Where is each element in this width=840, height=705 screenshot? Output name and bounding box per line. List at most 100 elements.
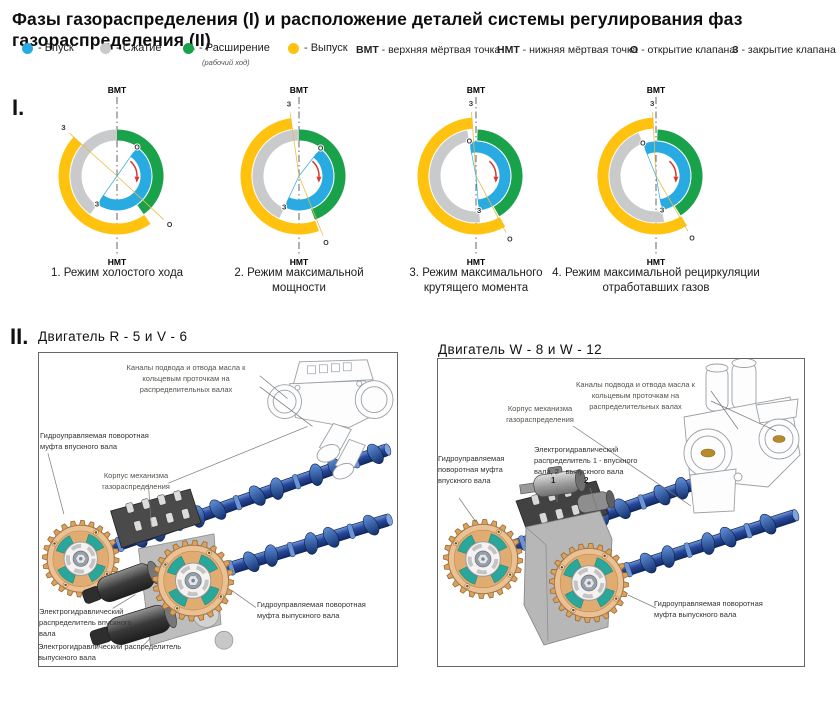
- legend-label: - Сжатие: [116, 42, 162, 54]
- engine-heading-w8w12: Двигатель W - 8 и W - 12: [438, 342, 603, 357]
- timing-ray: [116, 152, 134, 177]
- legend-label: - Расширение: [199, 42, 270, 54]
- compression-arc: [429, 130, 481, 223]
- intake-close-label: З: [282, 205, 287, 212]
- tdc-label: ВМТ: [647, 85, 666, 95]
- phase-diagram-1: ВМТ НМТ О З О З: [32, 81, 202, 267]
- expansion-arc: [298, 129, 346, 220]
- intake-close-label: З: [477, 208, 482, 215]
- exhaust-close-label: З: [61, 125, 66, 132]
- label-distributor: Электрогидравлический распределитель 1 -…: [534, 445, 638, 476]
- label-intake-coupling: Гидроуправляемая поворотная муфта впускн…: [40, 431, 149, 451]
- label-intake-distributor: Электрогидравлический распределитель впу…: [39, 607, 132, 638]
- rotation-arrow: [668, 160, 677, 177]
- bdc-label: НМТ: [467, 257, 486, 267]
- engine-illustration-w8w12: [442, 359, 801, 646]
- timing-ray: [470, 147, 477, 177]
- timing-ray: [652, 112, 657, 177]
- phase-diagram-3: ВМТ НМТ О З О З: [391, 81, 561, 267]
- oil-distributor-artwork: [267, 359, 394, 480]
- intake-open-label: О: [640, 141, 646, 148]
- exhaust-close-label: З: [650, 101, 655, 108]
- rotation-arrow: [488, 160, 497, 177]
- timing-ray: [475, 175, 479, 205]
- def-term: О: [630, 44, 639, 56]
- phase-caption-3: 3. Режим максимального крутящего момента: [409, 267, 543, 294]
- def-text: - верхняя мёртвая точка: [381, 44, 501, 56]
- valve-timing-chart-1: ВМТ НМТ О З О З: [58, 85, 174, 267]
- legend-item-exhaust: - Выпуск: [288, 42, 348, 54]
- timing-ray: [286, 175, 300, 203]
- leader-lines: [47, 375, 313, 649]
- solenoid-intake: [519, 465, 587, 498]
- section1-numeral: I.: [12, 95, 25, 120]
- intake-arc: [97, 147, 152, 211]
- marker-1: 1: [551, 476, 556, 485]
- timing-ray: [655, 175, 662, 205]
- legend-label: - Впуск: [38, 42, 74, 54]
- expansion-arc: [476, 129, 523, 217]
- compression-arc: [252, 129, 300, 219]
- intake-arc: [643, 141, 691, 210]
- timing-ray: [298, 152, 318, 177]
- engine-box-r5v6: [38, 352, 398, 667]
- intake-close-label: З: [660, 207, 665, 214]
- def-open: О - открытие клапана: [630, 44, 735, 56]
- def-tdc: ВМТ - верхняя мёртвая точка: [356, 44, 500, 56]
- expansion-color-dot: [183, 42, 194, 54]
- label-timing-housing: Корпус механизма газораспределения: [506, 404, 574, 424]
- rotation-arrowhead: [134, 176, 140, 183]
- solenoid-exhaust: [89, 602, 177, 646]
- timing-ray: [475, 175, 507, 233]
- phase-caption-2: 2. Режим максимальной мощности: [234, 267, 364, 294]
- def-text: - нижняя мёртвая точка: [522, 44, 638, 56]
- timing-ray: [69, 132, 118, 177]
- timing-ray: [289, 112, 300, 177]
- valve-timing-chart-3: ВМТ НМТ О З О З: [417, 85, 523, 267]
- legend-item-compression: - Сжатие: [100, 42, 161, 54]
- intake-arc: [284, 148, 334, 211]
- def-bdc: НМТ - нижняя мёртвая точка: [497, 44, 638, 56]
- exhaust-open-label: О: [507, 237, 513, 244]
- engine-heading-r5v6: Двигатель R - 5 и V - 6: [38, 329, 188, 344]
- timing-ray: [116, 175, 165, 220]
- label-oil-channels: Каналы подвода и отвода масла к кольцевы…: [576, 380, 695, 411]
- bdc-label: НМТ: [647, 257, 666, 267]
- expansion-arc: [656, 129, 703, 216]
- def-close: З - закрытие клапана: [732, 44, 836, 56]
- def-text: - закрытие клапана: [741, 44, 836, 56]
- oil-distributor-artwork: [683, 359, 801, 514]
- exhaust-arc: [58, 136, 151, 235]
- exhaust-color-dot: [288, 42, 299, 54]
- timing-ray: [100, 175, 118, 200]
- compression-color-dot: [100, 42, 111, 54]
- compression-arc: [609, 132, 665, 223]
- label-exhaust-distributor: Электрогидравлический распределитель вып…: [38, 642, 182, 662]
- def-term: З: [732, 44, 739, 56]
- vvt-sprocket-exhaust: [152, 539, 235, 622]
- phase-diagram-4: ВМТ НМТ О З О З: [571, 81, 741, 267]
- exhaust-close-label: З: [287, 102, 292, 109]
- exhaust-arc: [417, 117, 506, 235]
- intake-color-dot: [22, 42, 33, 54]
- exhaust-close-label: З: [469, 101, 474, 108]
- rotation-arrowhead: [673, 176, 679, 183]
- expansion-note: (рабочий ход): [202, 58, 250, 67]
- label-oil-channels: Каналы подвода и отвода масла к кольцевы…: [126, 363, 246, 394]
- expansion-arc: [116, 129, 164, 215]
- phase-caption-1: 1. Режим холостого хода: [50, 267, 184, 279]
- def-text: - открытие клапана: [641, 44, 736, 56]
- vvt-sprocket-exhaust: [548, 542, 630, 624]
- legend-item-intake: - Впуск: [22, 42, 74, 54]
- rotation-arrow: [129, 160, 138, 177]
- phase-diagram-2: ВМТ НМТ О З О З: [214, 81, 384, 267]
- solenoid-exhaust: [577, 490, 616, 514]
- legend-item-expansion: - Расширение: [183, 42, 270, 54]
- exhaust-open-label: О: [323, 240, 329, 247]
- label-timing-housing: Корпус механизма газораспределения: [102, 471, 170, 491]
- tdc-label: ВМТ: [467, 85, 486, 95]
- page-title: Фазы газораспределения (I) и расположени…: [12, 9, 743, 50]
- timing-ray: [655, 175, 689, 232]
- rotation-arrowhead: [493, 176, 499, 183]
